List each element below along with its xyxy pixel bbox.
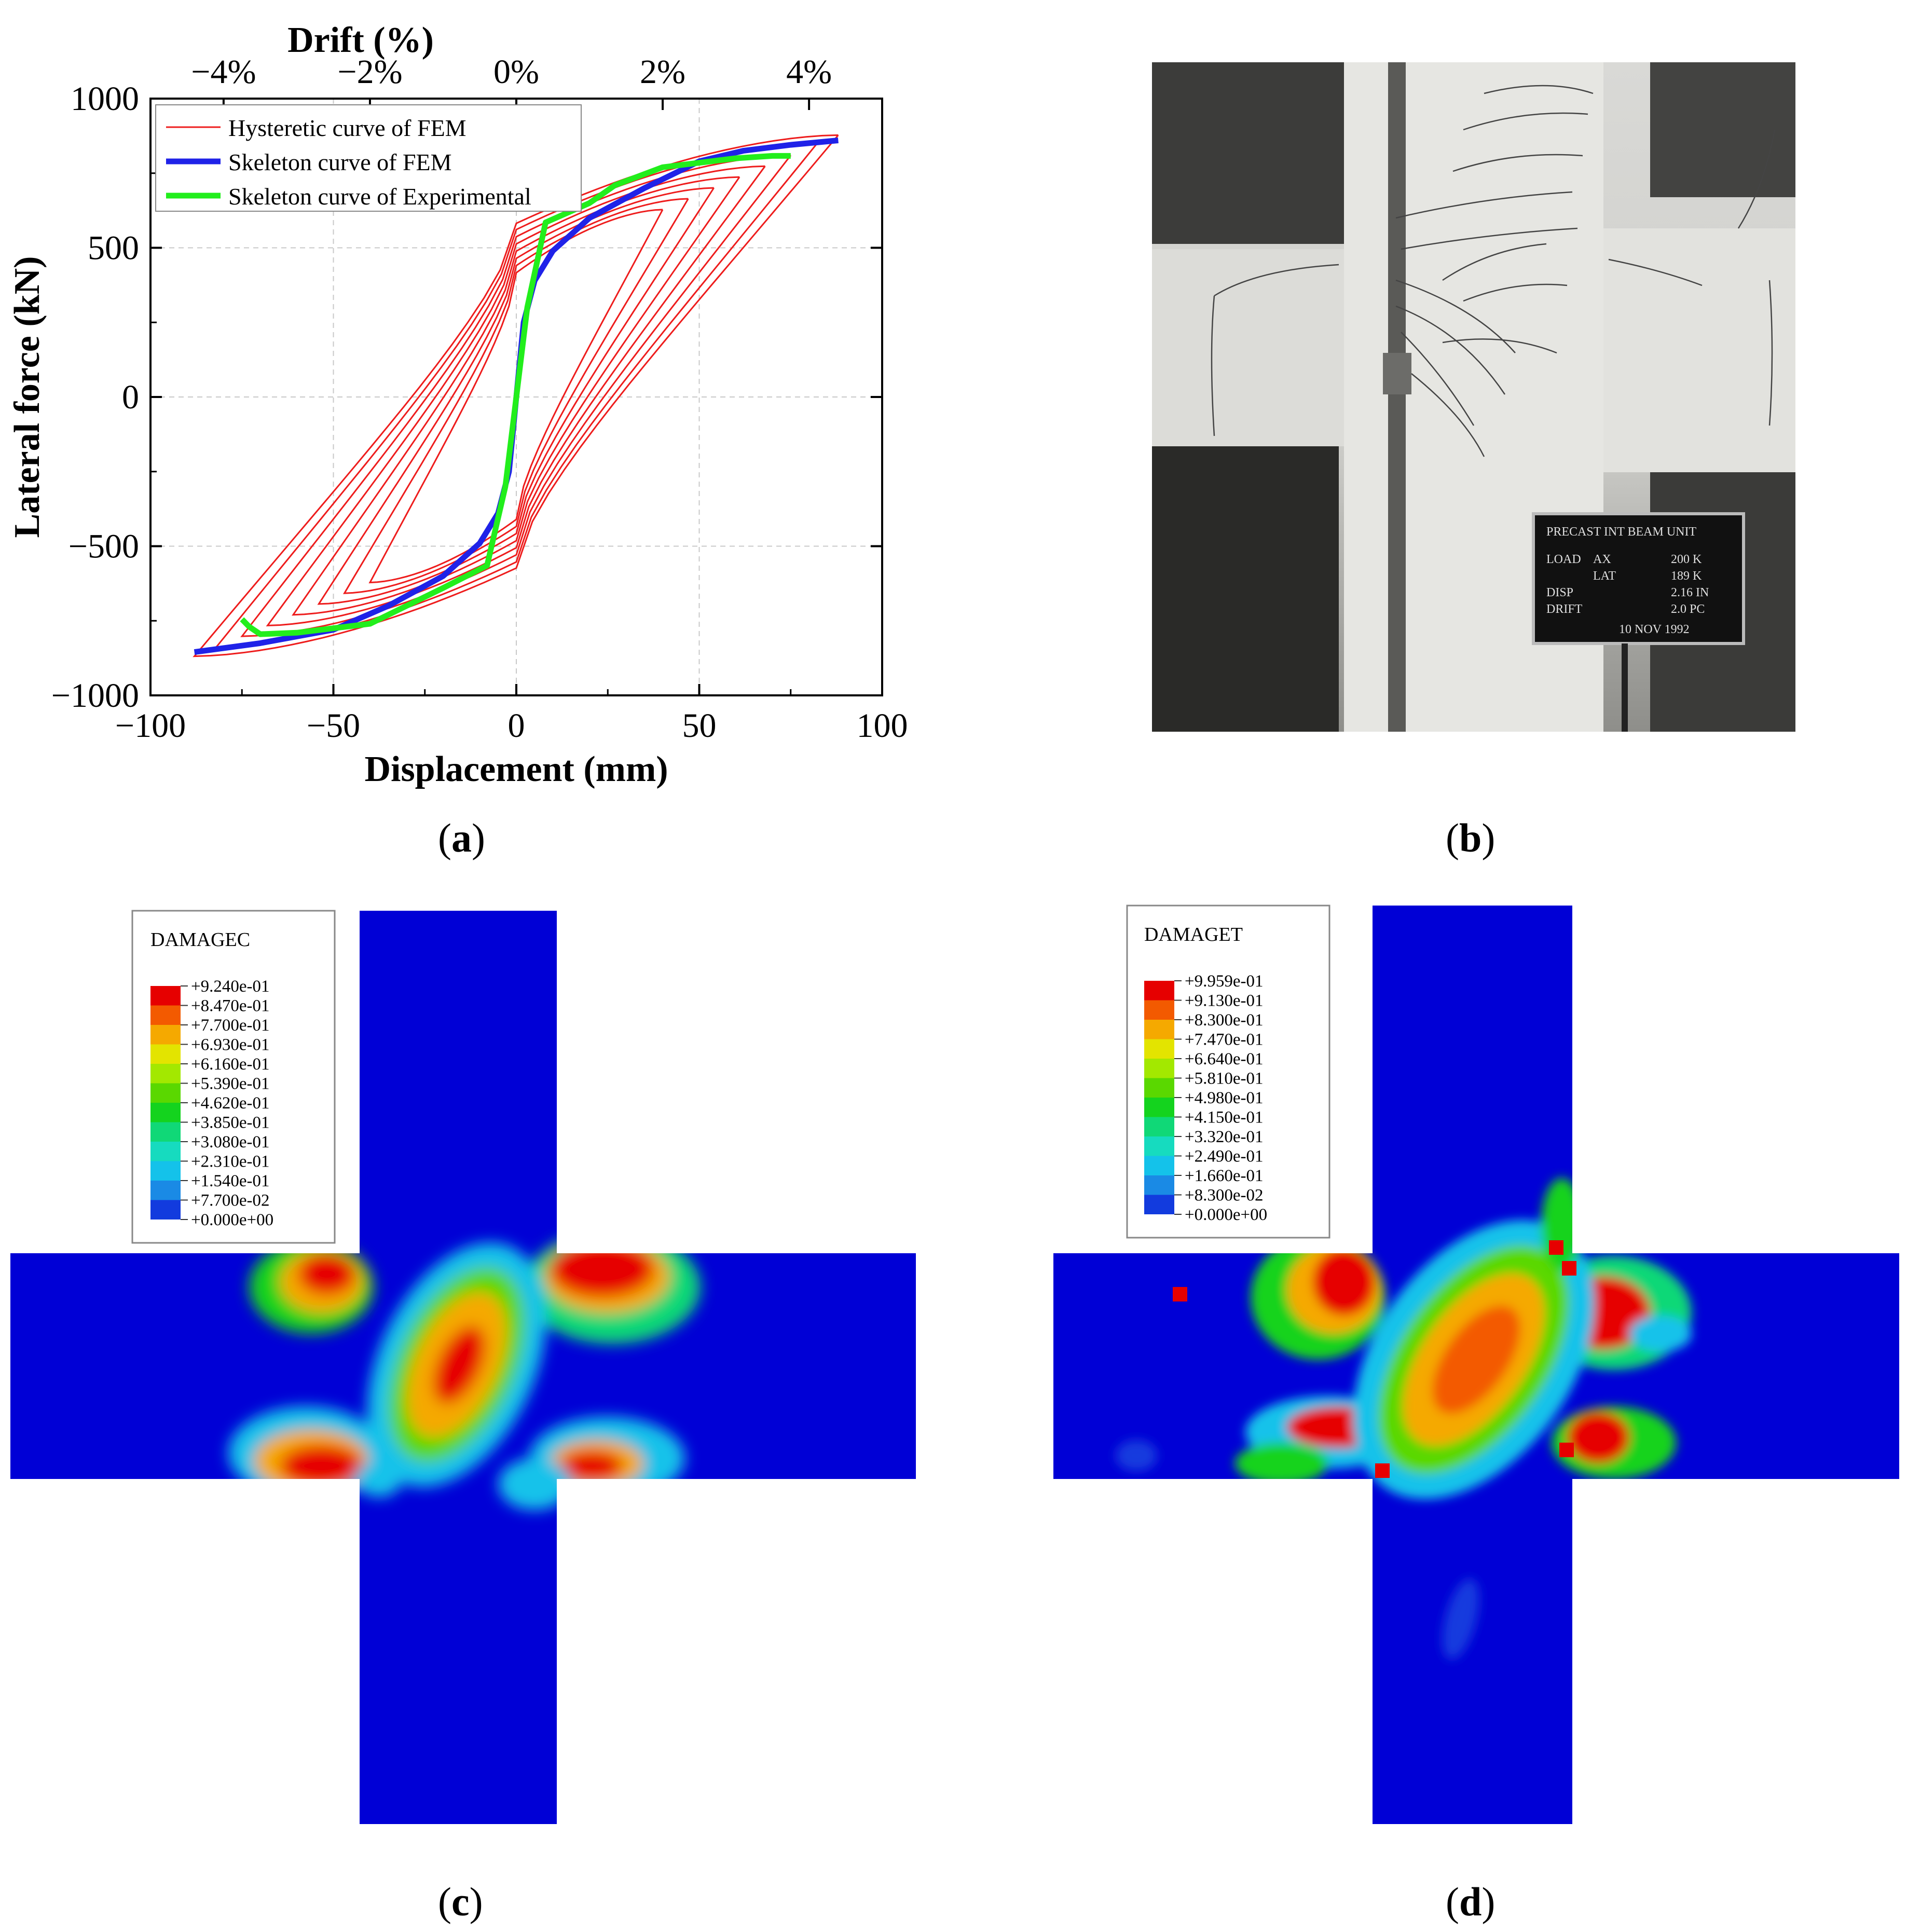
y-tick-label: 500: [88, 229, 139, 267]
legend-value: +8.300e-01: [1185, 1011, 1264, 1030]
x-axis-label: Displacement (mm): [364, 749, 668, 789]
x2-tick-label: −4%: [191, 53, 256, 91]
x2-tick-label: 2%: [640, 53, 685, 91]
specimen-photo: PRECAST INT BEAM UNIT LOAD AX 200 K LAT …: [1152, 62, 1795, 732]
hysteretic-loop: [240, 154, 791, 637]
sign-title: PRECAST INT BEAM UNIT: [1546, 525, 1696, 539]
sign-row-1-label: LOAD: [1546, 553, 1581, 566]
legend-value: +1.660e-01: [1185, 1167, 1264, 1185]
legend-value: +9.959e-01: [1185, 972, 1264, 991]
y-axis-label: Lateral force (kN): [7, 256, 47, 538]
sign-row-4-value: 2.0 PC: [1671, 602, 1705, 616]
sign-row-1-sub: AX: [1593, 553, 1611, 566]
damagec-contour: DAMAGEC +9.240e-01+8.470e-01+7.700e-01+6…: [10, 910, 916, 1824]
legend-value: +0.000e+00: [1185, 1205, 1267, 1224]
hysteresis-chart: −100 −50 0 50 100−4% −2% 0% 2% 4%−1000−500050010…: [7, 20, 908, 789]
legend-swatch: [150, 1083, 181, 1103]
legend-swatch: [1144, 1000, 1174, 1020]
legend-swatch: [1144, 1059, 1174, 1078]
legend-value: +5.390e-01: [191, 1075, 270, 1093]
legend-d-title: DAMAGET: [1144, 924, 1243, 946]
sign-row-3-value: 2.16 IN: [1671, 586, 1709, 599]
legend-value: +6.160e-01: [191, 1055, 270, 1074]
legend-swatch: [150, 1044, 181, 1064]
legend-value: +5.810e-01: [1185, 1070, 1264, 1088]
x-tick-label: 100: [857, 707, 908, 745]
x-tick-label: −100: [115, 707, 186, 745]
legend-swatch: [150, 986, 181, 1006]
legend-value: +3.850e-01: [191, 1114, 270, 1132]
sign-row-2-value: 189 K: [1671, 569, 1702, 583]
legend-swatch: [150, 1142, 181, 1161]
x2-tick-label: −2%: [337, 53, 402, 91]
legend-swatch: [150, 1161, 181, 1181]
legend-label: Skeleton curve of FEM: [228, 149, 452, 175]
chart-legend: Hysteretic curve of FEM Skeleton curve of…: [155, 104, 582, 212]
legend-value: +8.300e-02: [1185, 1186, 1264, 1205]
sign-date: 10 NOV 1992: [1619, 623, 1690, 636]
y-tick-label: −500: [68, 528, 139, 566]
legend-value: +1.540e-01: [191, 1172, 270, 1190]
x-tick-label: 0: [508, 707, 525, 745]
series-skeleton-experimental: [240, 153, 791, 637]
y-tick-label: 0: [122, 378, 139, 416]
legend-value: +6.640e-01: [1185, 1050, 1264, 1068]
x2-tick-label: 4%: [786, 53, 832, 91]
legend-swatch: [1144, 1175, 1174, 1195]
legend-c-title: DAMAGEC: [150, 929, 250, 951]
legend-value: +9.240e-01: [191, 977, 270, 996]
legend-label: Hysteretic curve of FEM: [228, 115, 467, 141]
legend-value: +7.470e-01: [1185, 1031, 1264, 1049]
x-tick-label: −50: [307, 707, 360, 745]
sign-row-2-sub: LAT: [1593, 569, 1616, 583]
legend-value: +6.930e-01: [191, 1036, 270, 1054]
sign-row-1-value: 200 K: [1671, 553, 1702, 566]
legend-swatch: [1144, 1078, 1174, 1098]
legend-value: +7.700e-01: [191, 1016, 270, 1035]
legend-frame: [155, 104, 582, 212]
legend-swatch: [150, 1181, 181, 1200]
legend-swatch: [150, 1103, 181, 1122]
legend-value: +7.700e-02: [191, 1191, 270, 1210]
legend-swatch: [1144, 1156, 1174, 1175]
legend-swatch: [1144, 981, 1174, 1001]
legend-swatch: [150, 1025, 181, 1045]
legend-swatch: [150, 1064, 181, 1084]
hysteretic-loop: [266, 165, 766, 627]
x2-axis-label: Drift (%): [287, 20, 434, 60]
legend-value: +2.310e-01: [191, 1153, 270, 1171]
legend-value: +8.470e-01: [191, 997, 270, 1016]
legend-swatch: [150, 1005, 181, 1025]
y-tick-label: 1000: [71, 80, 139, 118]
caption-d: (d): [1446, 1879, 1496, 1924]
caption-a: (a): [438, 815, 485, 860]
legend-value: +2.490e-01: [1185, 1147, 1264, 1166]
legend-swatch: [1144, 1039, 1174, 1059]
caption-b: (b): [1446, 815, 1496, 860]
x2-tick-label: 0%: [493, 53, 539, 91]
legend-value: +9.130e-01: [1185, 992, 1264, 1010]
legend-swatch: [1144, 1098, 1174, 1117]
legend-swatch: [1144, 1020, 1174, 1039]
legend-swatch: [150, 1200, 181, 1220]
sign-row-4-label: DRIFT: [1546, 602, 1583, 616]
legend-value: +3.080e-01: [191, 1133, 270, 1152]
legend-label: Skeleton curve of Experimental: [228, 183, 531, 210]
legend-swatch: [1144, 1117, 1174, 1136]
sign-row-3-label: DISP: [1546, 586, 1573, 599]
y-tick-label: −1000: [51, 677, 139, 715]
legend-value: +4.980e-01: [1185, 1089, 1264, 1107]
damaget-contour: DAMAGET +9.959e-01+9.130e-01+8.300e-01+7…: [1053, 905, 1899, 1824]
legend-swatch: [1144, 1136, 1174, 1156]
caption-c: (c): [438, 1879, 483, 1924]
legend-value: +4.150e-01: [1185, 1108, 1264, 1127]
x-tick-label: 50: [682, 707, 717, 745]
specimen-photo-drawing: PRECAST INT BEAM UNIT LOAD AX 200 K LAT …: [1152, 62, 1795, 732]
legend-swatch: [1144, 1195, 1174, 1214]
legend-value: +4.620e-01: [191, 1094, 270, 1113]
legend-swatch: [150, 1122, 181, 1142]
legend-value: +3.320e-01: [1185, 1128, 1264, 1146]
legend-value: +0.000e+00: [191, 1211, 273, 1229]
